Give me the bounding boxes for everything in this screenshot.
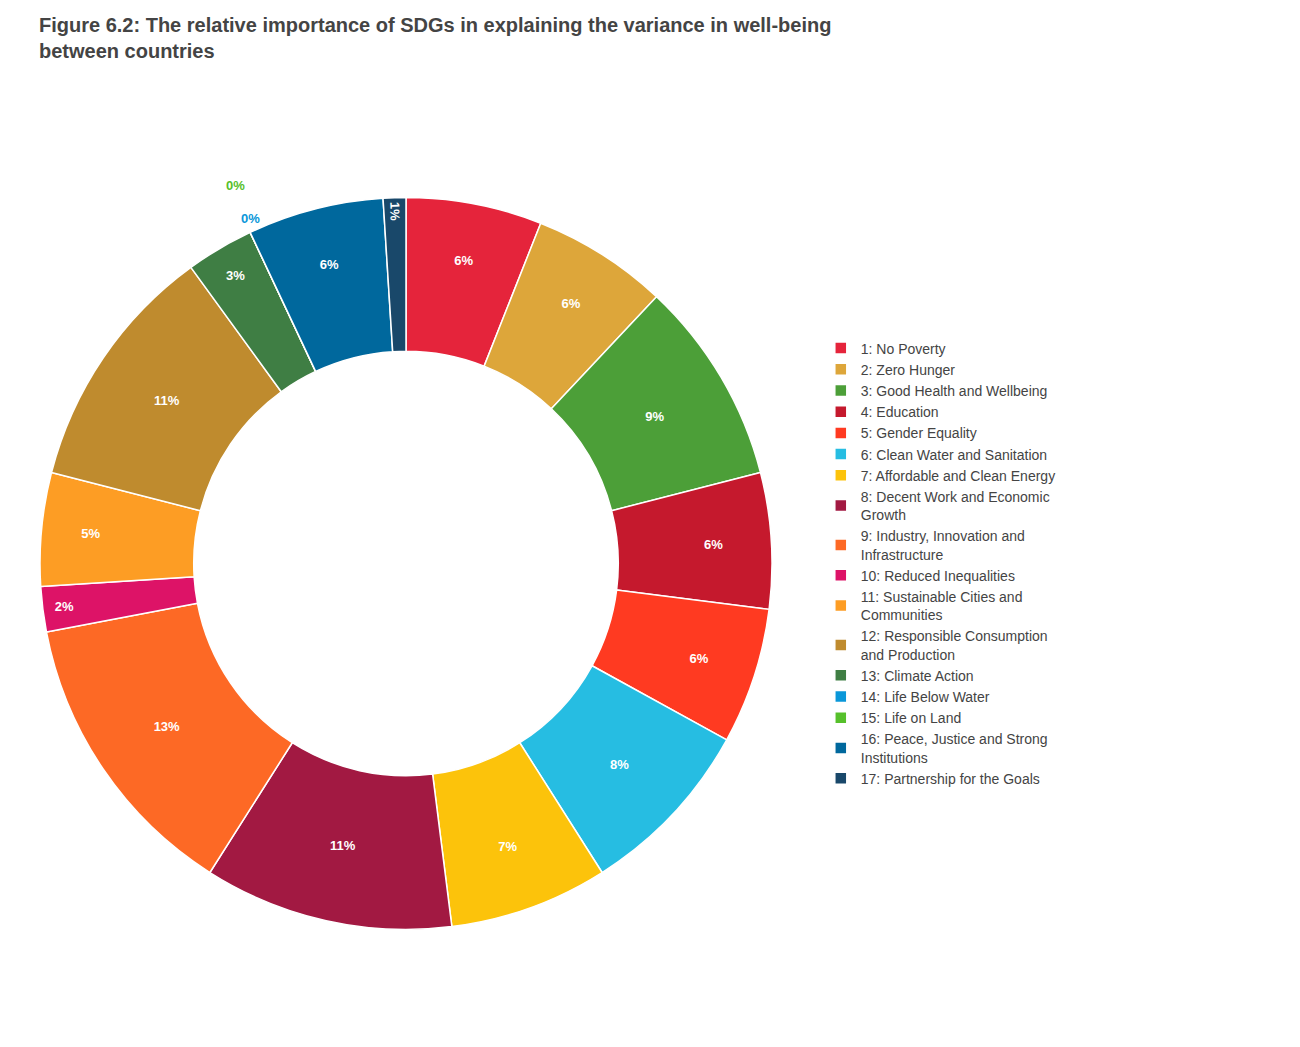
- svg-text:11: Sustainable Cities andComm: 11: Sustainable Cities andCommunities: [861, 589, 1023, 623]
- svg-text:13%: 13%: [154, 719, 180, 734]
- svg-text:Figure 6.2: The relative impor: Figure 6.2: The relative importance of S…: [39, 14, 831, 62]
- svg-text:12: Responsible Consumptionand: 12: Responsible Consumptionand Productio…: [861, 628, 1048, 662]
- svg-text:14: Life Below Water: 14: Life Below Water: [861, 689, 990, 705]
- svg-text:6%: 6%: [562, 296, 581, 311]
- svg-text:7%: 7%: [498, 839, 517, 854]
- svg-text:8%: 8%: [610, 757, 629, 772]
- svg-text:11%: 11%: [330, 838, 356, 853]
- svg-text:7: Affordable and Clean Energy: 7: Affordable and Clean Energy: [861, 468, 1055, 484]
- svg-text:8: Decent Work and EconomicGro: 8: Decent Work and EconomicGrowth: [861, 489, 1050, 523]
- svg-text:16: Peace, Justice and StrongI: 16: Peace, Justice and StrongInstitution…: [861, 731, 1048, 765]
- svg-text:6: Clean Water and Sanitation: 6: Clean Water and Sanitation: [861, 447, 1047, 463]
- svg-text:1%: 1%: [387, 202, 403, 222]
- svg-text:6%: 6%: [690, 651, 709, 666]
- svg-text:11%: 11%: [154, 393, 180, 408]
- svg-text:17: Partnership for the Goals: 17: Partnership for the Goals: [861, 771, 1040, 787]
- svg-text:4: Education: 4: Education: [861, 404, 939, 420]
- svg-text:2: Zero Hunger: 2: Zero Hunger: [861, 362, 955, 378]
- svg-text:6%: 6%: [320, 257, 339, 272]
- svg-text:1: No Poverty: 1: No Poverty: [861, 341, 946, 357]
- svg-text:2%: 2%: [55, 599, 74, 614]
- svg-text:10: Reduced Inequalities: 10: Reduced Inequalities: [861, 568, 1015, 584]
- svg-text:5%: 5%: [81, 526, 100, 541]
- svg-text:15: Life on Land: 15: Life on Land: [861, 710, 961, 726]
- svg-text:3%: 3%: [226, 268, 245, 283]
- svg-text:6%: 6%: [454, 253, 473, 268]
- svg-text:6%: 6%: [704, 537, 723, 552]
- svg-text:9%: 9%: [645, 409, 664, 424]
- svg-text:3: Good Health and Wellbeing: 3: Good Health and Wellbeing: [861, 383, 1048, 399]
- svg-text:0%: 0%: [226, 178, 245, 193]
- svg-text:9: Industry, Innovation andInf: 9: Industry, Innovation andInfrastructur…: [861, 528, 1025, 562]
- svg-text:5: Gender Equality: 5: Gender Equality: [861, 425, 977, 441]
- svg-text:13: Climate Action: 13: Climate Action: [861, 668, 974, 684]
- svg-text:0%: 0%: [241, 211, 260, 226]
